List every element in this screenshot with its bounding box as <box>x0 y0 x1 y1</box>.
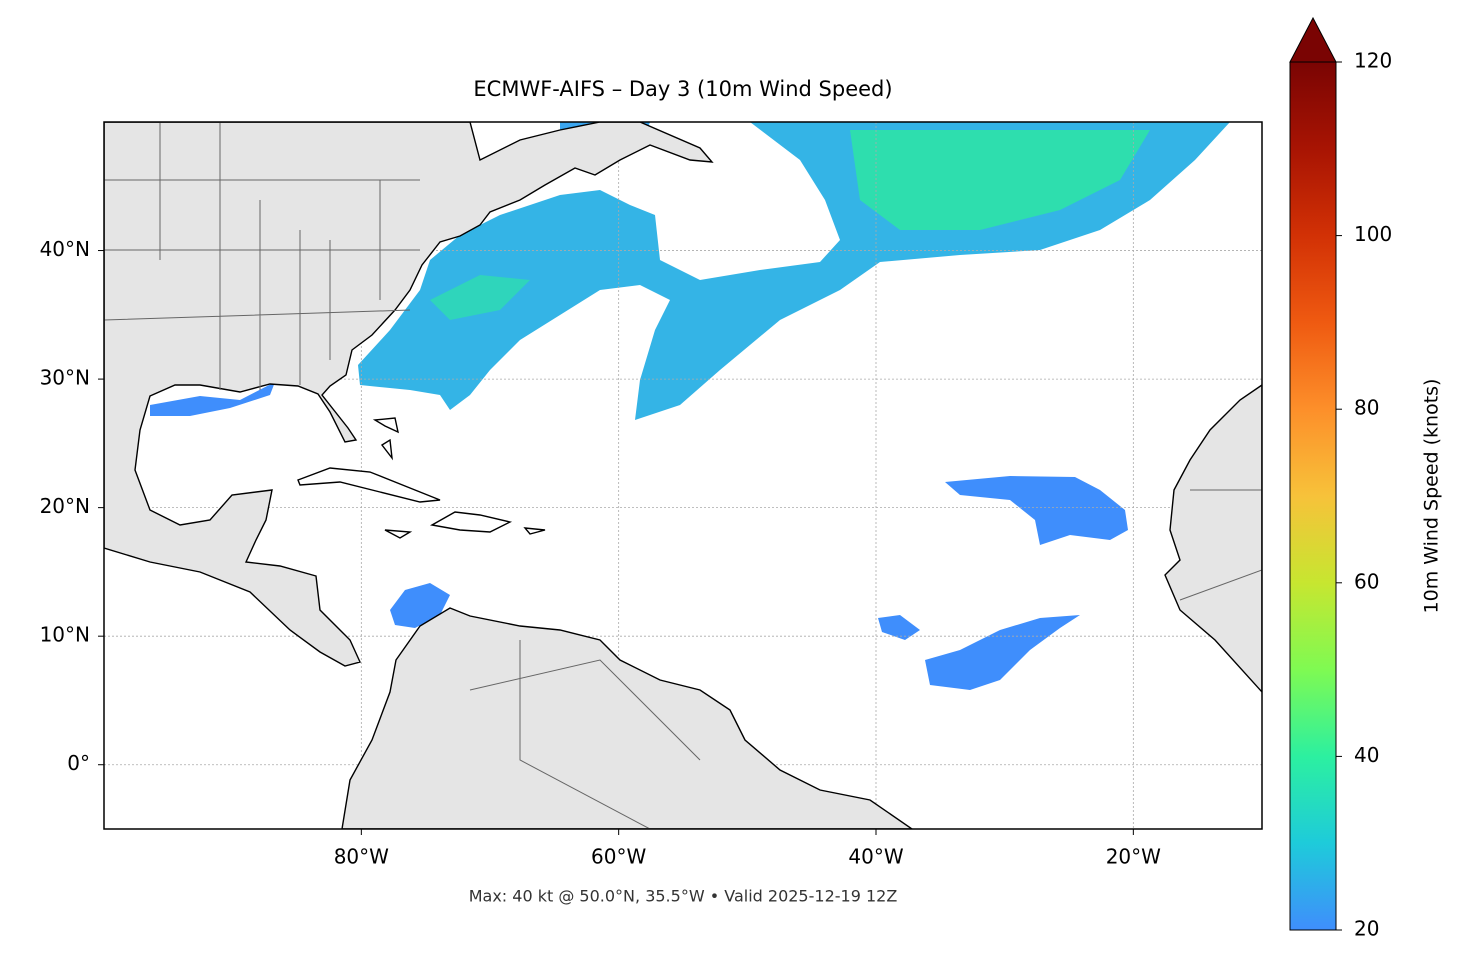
x-tick-label: 60°W <box>591 845 646 869</box>
colorbar-tick-label: 40 <box>1354 743 1379 767</box>
x-tick-label: 80°W <box>334 845 389 869</box>
colorbar-ramp <box>1290 62 1336 930</box>
chart-title: ECMWF-AIFS – Day 3 (10m Wind Speed) <box>473 77 892 101</box>
north-america <box>104 122 714 667</box>
annotation: Max: 40 kt @ 50.0°N, 35.5°W • Valid 2025… <box>469 887 898 906</box>
caribbean-islands <box>297 417 546 539</box>
map <box>104 122 1262 829</box>
colorbar-tick-label: 20 <box>1354 917 1379 941</box>
state-borders <box>104 122 1262 829</box>
colorbar-extend <box>1289 16 1337 63</box>
colorbar: 20 40 60 80 100 120 10m Wind Speed (knots) <box>1289 16 1443 941</box>
colorbar-tick-label: 100 <box>1354 222 1392 246</box>
x-tick-label: 20°W <box>1106 845 1161 869</box>
colorbar-tick-label: 80 <box>1354 396 1379 420</box>
south-america <box>341 607 914 829</box>
y-tick-label: 30°N <box>40 366 90 390</box>
colorbar-tick-label: 60 <box>1354 569 1379 593</box>
map-frame <box>103 121 1263 830</box>
colorbar-frame <box>1289 61 1337 931</box>
y-tick-label: 20°N <box>40 494 90 518</box>
africa <box>1164 384 1262 694</box>
colorbar-tick-label: 120 <box>1354 49 1392 73</box>
colorbar-label: 10m Wind Speed (knots) <box>1421 379 1443 614</box>
y-tick-label: 0° <box>67 751 90 775</box>
x-tick-label: 40°W <box>848 845 903 869</box>
y-tick-label: 10°N <box>40 623 90 647</box>
y-tick-label: 40°N <box>40 237 90 261</box>
